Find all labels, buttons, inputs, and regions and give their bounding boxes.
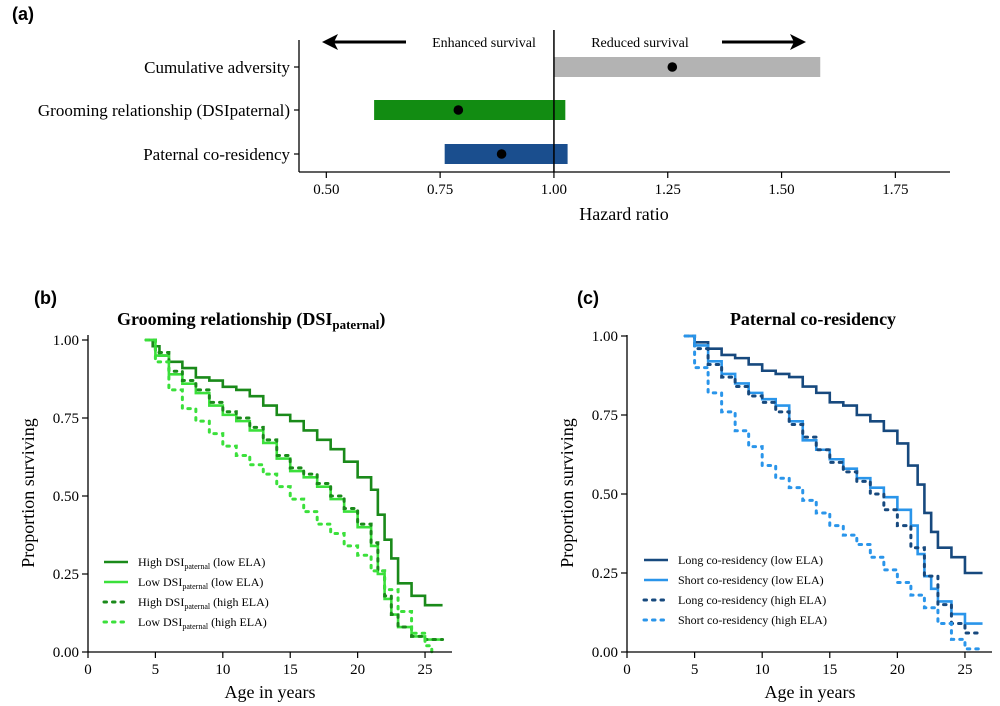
x-tick-label: 1.25 bbox=[655, 182, 681, 198]
y-axis-title: Proportion surviving bbox=[557, 418, 577, 568]
x-tick-label: 20 bbox=[350, 662, 365, 678]
legend-text-sub: paternal bbox=[184, 562, 211, 571]
legend-text-sub: paternal bbox=[182, 622, 209, 631]
panel-b-title: Grooming relationship (DSIpaternal) bbox=[117, 309, 385, 332]
x-tick-label: 1.50 bbox=[768, 182, 794, 198]
legend-text-end: (low ELA) bbox=[210, 555, 265, 569]
legend: Long co-residency (low ELA) Short co-resi… bbox=[644, 553, 827, 627]
legend: High DSIpaternal (low ELA)Low DSIpaterna… bbox=[104, 555, 269, 631]
hazard-ratio-bars bbox=[374, 57, 820, 164]
legend-text-end: (high ELA) bbox=[210, 595, 269, 609]
legend-label-4: Low DSIpaternal (high ELA) bbox=[138, 615, 267, 631]
legend-text-main: Short co-residency (high ELA) bbox=[678, 613, 827, 627]
legend-label-1: Long co-residency (low ELA) bbox=[678, 553, 823, 567]
legend-label-4: Short co-residency (high ELA) bbox=[678, 613, 827, 627]
panel-c-label: (c) bbox=[577, 288, 599, 308]
x-tick-label: 0.75 bbox=[427, 182, 453, 198]
legend-text-end: (low ELA) bbox=[208, 575, 263, 589]
hr-bar-2 bbox=[374, 100, 565, 120]
panel-b-title-sub: paternal bbox=[332, 317, 379, 332]
survival-curve-3 bbox=[685, 336, 982, 633]
panel-b-label: (b) bbox=[34, 288, 57, 308]
hr-point-2 bbox=[454, 105, 464, 115]
legend-label-3: High DSIpaternal (high ELA) bbox=[138, 595, 269, 611]
enhanced-survival-label: Enhanced survival bbox=[432, 36, 536, 51]
y-tick-label: 0.50 bbox=[592, 487, 618, 503]
panel-c-title: Paternal co-residency bbox=[730, 309, 896, 329]
legend-text-sub: paternal bbox=[182, 582, 209, 591]
x-axis-title: Age in years bbox=[225, 682, 316, 702]
panel-a-label: (a) bbox=[12, 4, 34, 24]
x-axis-ticks: 0 5 10 15 20 25 bbox=[623, 652, 972, 678]
y-tick-label: 0.75 bbox=[53, 411, 79, 427]
hr-point-3 bbox=[497, 149, 507, 159]
y-tick-label: 1.00 bbox=[53, 333, 79, 349]
y-axis-ticks: 0.00 0.25 0.50 0.75 1.00 bbox=[53, 333, 88, 661]
x-tick-label: 1.75 bbox=[882, 182, 908, 198]
legend-text-main: Low DSI bbox=[138, 615, 182, 629]
x-tick-label: 20 bbox=[890, 662, 905, 678]
figure: (a) Cumulative adversity Grooming relatio… bbox=[0, 0, 1000, 706]
category-label: Paternal co-residency bbox=[143, 145, 290, 164]
y-axis-title: Proportion surviving bbox=[18, 418, 38, 568]
x-axis-ticks: 0 5 10 15 20 25 bbox=[84, 652, 432, 678]
y-axis-ticks: 0.00 0.25 0.50 0.75 1.00 bbox=[592, 329, 627, 661]
x-tick-label: 5 bbox=[691, 662, 699, 678]
panel-a-forest-plot: (a) Cumulative adversity Grooming relatio… bbox=[12, 4, 950, 224]
x-tick-label: 15 bbox=[283, 662, 298, 678]
y-tick-label: 0.25 bbox=[53, 567, 79, 583]
y-tick-label: 0.75 bbox=[592, 408, 618, 424]
legend-label-2: Low DSIpaternal (low ELA) bbox=[138, 575, 263, 591]
hr-bar-1 bbox=[554, 57, 820, 77]
legend-text-main: Long co-residency (high ELA) bbox=[678, 593, 826, 607]
x-tick-label: 1.00 bbox=[541, 182, 567, 198]
y-tick-label: 0.00 bbox=[53, 645, 79, 661]
x-axis-title: Hazard ratio bbox=[579, 204, 668, 224]
x-axis-title: Age in years bbox=[765, 682, 856, 702]
legend-text-main: Low DSI bbox=[138, 575, 182, 589]
x-tick-label: 15 bbox=[822, 662, 837, 678]
survival-curve-2 bbox=[146, 340, 443, 640]
panel-b-title-main: Grooming relationship (DSI bbox=[117, 309, 332, 330]
x-tick-label: 5 bbox=[152, 662, 160, 678]
category-label: Grooming relationship (DSIpaternal) bbox=[38, 101, 290, 120]
category-label: Cumulative adversity bbox=[144, 58, 290, 77]
survival-curve-1 bbox=[685, 336, 982, 573]
panel-b-survival-plot: (b) Grooming relationship (DSIpaternal) … bbox=[18, 288, 452, 702]
x-tick-label: 25 bbox=[418, 662, 433, 678]
legend-label-3: Long co-residency (high ELA) bbox=[678, 593, 826, 607]
x-tick-label: 0.50 bbox=[313, 182, 339, 198]
legend-text-main: High DSI bbox=[138, 595, 184, 609]
legend-text-main: Short co-residency (low ELA) bbox=[678, 573, 824, 587]
y-tick-label: 0.50 bbox=[53, 489, 79, 505]
panel-b-title-end: ) bbox=[379, 309, 385, 330]
x-tick-label: 0 bbox=[84, 662, 92, 678]
legend-label-1: High DSIpaternal (low ELA) bbox=[138, 555, 265, 571]
legend-text-main: Long co-residency (low ELA) bbox=[678, 553, 823, 567]
x-tick-label: 0 bbox=[623, 662, 631, 678]
category-labels: Cumulative adversity Grooming relationshi… bbox=[38, 58, 299, 164]
hr-point-1 bbox=[668, 62, 678, 72]
x-tick-label: 25 bbox=[957, 662, 972, 678]
x-axis-ticks: 0.50 0.75 1.00 1.25 1.50 1.75 bbox=[313, 172, 908, 198]
legend-text-sub: paternal bbox=[184, 602, 211, 611]
y-tick-label: 0.25 bbox=[592, 566, 618, 582]
x-tick-label: 10 bbox=[755, 662, 770, 678]
reduced-survival-label: Reduced survival bbox=[591, 36, 689, 51]
y-tick-label: 1.00 bbox=[592, 329, 618, 345]
legend-text-main: High DSI bbox=[138, 555, 184, 569]
x-tick-label: 10 bbox=[215, 662, 230, 678]
y-tick-label: 0.00 bbox=[592, 645, 618, 661]
legend-text-end: (high ELA) bbox=[208, 615, 267, 629]
legend-label-2: Short co-residency (low ELA) bbox=[678, 573, 824, 587]
panel-c-survival-plot: (c) Paternal co-residency 0 5 10 15 20 25 0.0… bbox=[557, 288, 992, 702]
